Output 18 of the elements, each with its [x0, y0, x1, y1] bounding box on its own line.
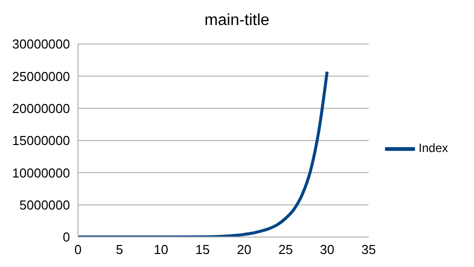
- x-tick-label: 10: [154, 242, 168, 258]
- x-tick-label: 15: [195, 242, 210, 258]
- x-tick-label: 35: [361, 242, 376, 258]
- line-series: [78, 70, 329, 237]
- x-tick-label: 5: [116, 242, 124, 258]
- y-tick-label: 15000000: [12, 133, 70, 148]
- y-tick-label: 5000000: [19, 197, 70, 212]
- x-tick-label: 20: [236, 242, 252, 258]
- y-tick-label: 30000000: [12, 36, 70, 52]
- chart-title: main-title: [204, 11, 270, 31]
- x-tick-label: 30: [320, 242, 334, 258]
- x-tick-label: 0: [74, 242, 82, 258]
- y-tick-label: 0: [62, 230, 70, 245]
- legend-label: Index: [418, 140, 448, 155]
- y-tick-label: 20000000: [12, 100, 70, 116]
- y-tick-label: 25000000: [12, 68, 70, 84]
- y-tick-label: 10000000: [12, 165, 70, 180]
- x-tick-label: 25: [278, 242, 293, 258]
